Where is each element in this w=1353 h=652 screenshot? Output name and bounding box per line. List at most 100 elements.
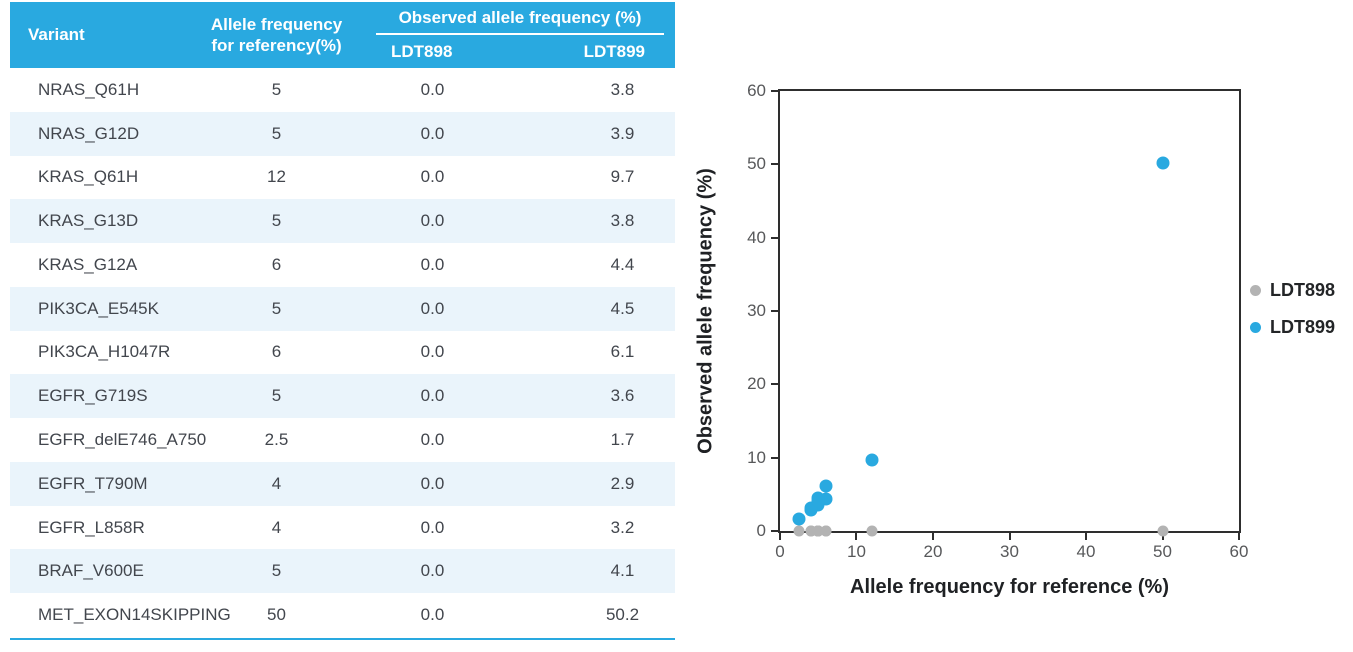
- cell-ldt899-observed: 2.9: [610, 473, 635, 493]
- y-tick-label: 0: [756, 521, 766, 540]
- cell-reference-frequency: 5: [271, 561, 282, 581]
- data-point-ldt898: [820, 525, 832, 537]
- cell-reference-frequency: 12: [267, 167, 286, 187]
- cell-ldt898-observed: 0.0: [420, 517, 445, 537]
- cell-ldt898-observed: 0.0: [420, 342, 445, 362]
- table-row: EGFR_G719S 5 0.0 3.6: [10, 374, 675, 419]
- legend-dot-icon: [1250, 322, 1261, 333]
- x-tick-mark: [931, 533, 934, 540]
- cell-reference-frequency: 5: [271, 79, 282, 99]
- cell-variant: PIK3CA_H1047R: [38, 342, 171, 362]
- table-body: NRAS_Q61H 5 0.0 3.8 NRAS_G12D 5 0.0 3.9 KRAS_Q61…: [10, 68, 675, 637]
- table-row: BRAF_V600E 5 0.0 4.1: [10, 549, 675, 594]
- table-row: KRAS_G12A 6 0.0 4.4: [10, 243, 675, 287]
- header-ldt898: LDT898: [391, 41, 453, 61]
- cell-variant: NRAS_Q61H: [38, 79, 140, 99]
- table-row: MET_EXON14SKIPPING 50 0.0 50.2: [10, 593, 675, 637]
- cell-variant: EGFR_T790M: [38, 473, 148, 493]
- header-variant: Variant: [28, 25, 85, 44]
- cell-reference-frequency: 5: [271, 386, 282, 406]
- y-tick-mark: [771, 383, 778, 386]
- y-tick-label: 60: [747, 81, 766, 100]
- table-row: PIK3CA_H1047R 6 0.0 6.1: [10, 330, 675, 375]
- data-point-ldt898: [1157, 525, 1168, 537]
- x-tick-mark: [1238, 533, 1240, 540]
- variant-table: Variant Allele frequency for referency(%…: [10, 2, 675, 640]
- y-tick-mark: [771, 236, 778, 239]
- table-row: EGFR_T790M 4 0.0 2.9: [10, 461, 675, 506]
- table-bottom-rule: [10, 638, 675, 640]
- cell-ldt898-observed: 0.0: [420, 430, 445, 449]
- cell-variant: EGFR_delE746_A750: [38, 430, 207, 449]
- legend-label: LDT898: [1270, 280, 1336, 300]
- cell-variant: KRAS_G12A: [38, 254, 138, 274]
- data-point-ldt899: [1156, 156, 1169, 170]
- header-allele-frequency-reference: Allele frequency for referency(%): [188, 2, 365, 68]
- cell-ldt898-observed: 0.0: [420, 167, 445, 187]
- legend-label: LDT899: [1270, 317, 1336, 337]
- table-row: KRAS_Q61H 12 0.0 9.7: [10, 155, 675, 200]
- y-tick-label: 20: [747, 374, 766, 394]
- cell-ldt898-observed: 0.0: [420, 605, 445, 625]
- table-row: NRAS_G12D 5 0.0 3.9: [10, 111, 675, 156]
- x-tick-label: 20: [923, 542, 943, 561]
- legend-item-ldt898: LDT898: [1250, 280, 1335, 301]
- data-point-ldt899: [819, 479, 833, 493]
- x-tick-label: 0: [775, 542, 785, 561]
- cell-variant: BRAF_V600E: [38, 561, 144, 581]
- table-row: PIK3CA_E545K 5 0.0 4.5: [10, 286, 675, 331]
- cell-reference-frequency: 5: [271, 298, 282, 318]
- header-divider: [376, 33, 664, 35]
- cell-variant: NRAS_G12D: [38, 123, 140, 143]
- cell-reference-frequency: 4: [271, 473, 282, 493]
- header-observed-group: Observed allele frequency (%) LDT898 LDT…: [365, 2, 675, 68]
- y-tick-mark: [771, 456, 778, 459]
- cell-ldt899-observed: 4.5: [610, 298, 635, 318]
- cell-ldt899-observed: 4.1: [610, 561, 635, 581]
- cell-ldt898-observed: 0.0: [420, 473, 445, 493]
- legend-item-ldt899: LDT899: [1250, 317, 1335, 338]
- table-row: EGFR_delE746_A750 2.5 0.0 1.7: [10, 418, 675, 462]
- cell-reference-frequency: 6: [271, 342, 282, 362]
- y-tick-label: 10: [747, 447, 766, 467]
- table-header: Variant Allele frequency for referency(%…: [10, 2, 675, 68]
- header-ref-line1: Allele frequency: [210, 15, 343, 34]
- cell-ldt898-observed: 0.0: [420, 211, 445, 231]
- y-axis-title: Observed allele frequency (%): [694, 168, 717, 454]
- cell-ldt899-observed: 3.8: [610, 211, 635, 231]
- x-tick-label: 30: [1000, 542, 1019, 561]
- x-tick-mark: [1008, 533, 1011, 540]
- y-tick-label: 40: [747, 227, 766, 247]
- cell-reference-frequency: 2.5: [264, 430, 289, 449]
- cell-ldt899-observed: 6.1: [610, 342, 635, 362]
- data-point-ldt899: [792, 512, 806, 526]
- cell-variant: EGFR_L858R: [38, 517, 145, 537]
- x-axis-title: Allele frequency for reference (%): [850, 576, 1169, 598]
- data-point-ldt898: [812, 525, 824, 537]
- cell-ldt898-observed: 0.0: [420, 561, 445, 581]
- cell-ldt898-observed: 0.0: [420, 254, 445, 274]
- cell-ldt899-observed: 3.2: [610, 517, 635, 537]
- plot-area: 0 10 20 30 40 50 60 0 10 20 30 40 50 60: [747, 81, 1248, 561]
- data-point-ldt899: [865, 453, 879, 467]
- cell-ldt899-observed: 3.9: [610, 123, 635, 143]
- table-row: KRAS_G13D 5 0.0 3.8: [10, 199, 675, 244]
- header-ldt899: LDT899: [583, 41, 645, 61]
- cell-ldt898-observed: 0.0: [420, 123, 445, 143]
- cell-reference-frequency: 50: [267, 605, 286, 625]
- x-tick-label: 60: [1229, 542, 1249, 561]
- x-tick-label: 50: [1153, 542, 1172, 561]
- x-tick-mark: [1084, 533, 1087, 540]
- cell-variant: MET_EXON14SKIPPING: [38, 605, 231, 625]
- x-tick-mark: [779, 533, 781, 540]
- x-tick-label: 40: [1076, 542, 1096, 561]
- chart-legend: LDT898 LDT899: [1250, 280, 1335, 338]
- cell-ldt899-observed: 4.4: [610, 254, 635, 274]
- y-tick-mark: [771, 530, 778, 532]
- y-tick-mark: [771, 310, 778, 312]
- cell-reference-frequency: 4: [271, 517, 282, 537]
- cell-variant: PIK3CA_E545K: [38, 298, 159, 318]
- legend-dot-icon: [1250, 285, 1261, 296]
- y-tick-mark: [771, 163, 778, 166]
